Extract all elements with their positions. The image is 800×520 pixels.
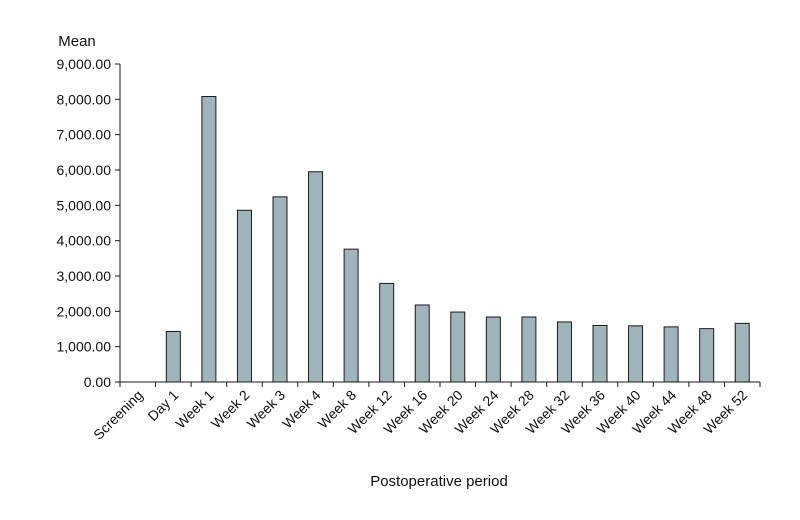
bar	[379, 282, 395, 383]
y-tick-label: 6,000.00	[57, 162, 112, 178]
y-tick-label: 9,000.00	[57, 56, 112, 72]
x-tick-label: Week 2	[208, 387, 253, 432]
x-axis-title: Postoperative period	[370, 473, 508, 490]
y-tick-label: 7,000.00	[57, 127, 112, 143]
bar	[663, 326, 679, 383]
bar	[165, 330, 181, 383]
bar	[592, 324, 608, 383]
bars	[165, 96, 750, 383]
y-tick-label: 5,000.00	[57, 197, 112, 213]
y-tick-label: 1,000.00	[57, 339, 112, 355]
x-tick-label: Week 1	[172, 387, 217, 432]
x-tick-label: Screening	[90, 387, 146, 443]
bar	[343, 248, 359, 383]
bar	[699, 328, 715, 383]
bar	[734, 322, 750, 383]
bar	[236, 209, 252, 383]
bar	[201, 96, 217, 383]
y-tick-label: 2,000.00	[57, 303, 112, 319]
y-tick-label: 3,000.00	[57, 268, 112, 284]
bar	[272, 196, 288, 383]
x-tick-label: Week 4	[279, 387, 324, 432]
bar	[414, 304, 430, 383]
bar	[521, 316, 537, 383]
y-axis-title: Mean	[58, 33, 96, 50]
bar	[628, 325, 644, 383]
y-tick-label: 4,000.00	[57, 233, 112, 249]
y-tick-label: 0.00	[84, 374, 111, 390]
bar	[485, 316, 501, 383]
bar	[450, 311, 466, 383]
y-axis: 0.00 1,000.00 2,000.00 3,000.00 4,000.00 5,00…	[57, 56, 121, 390]
bar	[556, 321, 572, 383]
x-tick-label: Week 3	[243, 387, 288, 432]
bar	[308, 171, 324, 383]
y-tick-label: 8,000.00	[57, 91, 112, 107]
